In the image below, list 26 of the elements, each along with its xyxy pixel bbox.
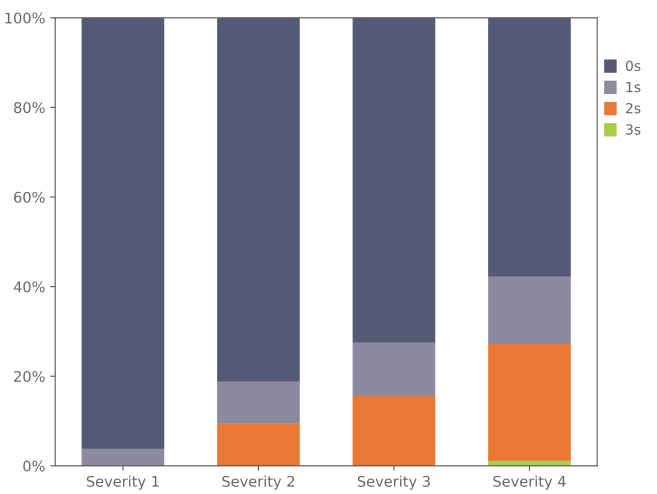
y-tick-label: 60%: [14, 192, 45, 203]
bar: [488, 276, 571, 344]
bar: [217, 18, 300, 382]
bar: [217, 382, 300, 424]
y-tick-label: 100%: [5, 12, 45, 24]
y-tick-label: 0%: [23, 460, 45, 472]
bar: [352, 396, 436, 466]
bar: [488, 18, 571, 277]
bar: [217, 424, 300, 466]
bar: [352, 18, 436, 343]
bar: [82, 448, 164, 466]
legend-label: 2s: [626, 102, 640, 114]
bar: [488, 344, 571, 461]
bar: [352, 342, 436, 396]
y-tick-label: 20%: [14, 370, 45, 382]
y-tick-label: 80%: [14, 102, 45, 114]
x-tick-label: Severity 3: [358, 476, 430, 490]
legend-label: 0s: [626, 60, 640, 72]
legend-label: 3s: [626, 124, 640, 135]
x-tick-label: Severity 1: [86, 476, 159, 490]
x-tick-label: Severity 4: [493, 476, 566, 490]
x-tick-label: Severity 2: [222, 476, 294, 490]
bar: [82, 18, 164, 449]
y-tick-label: 40%: [14, 281, 45, 292]
legend-label: 1s: [626, 82, 640, 92]
bar: [488, 460, 571, 466]
